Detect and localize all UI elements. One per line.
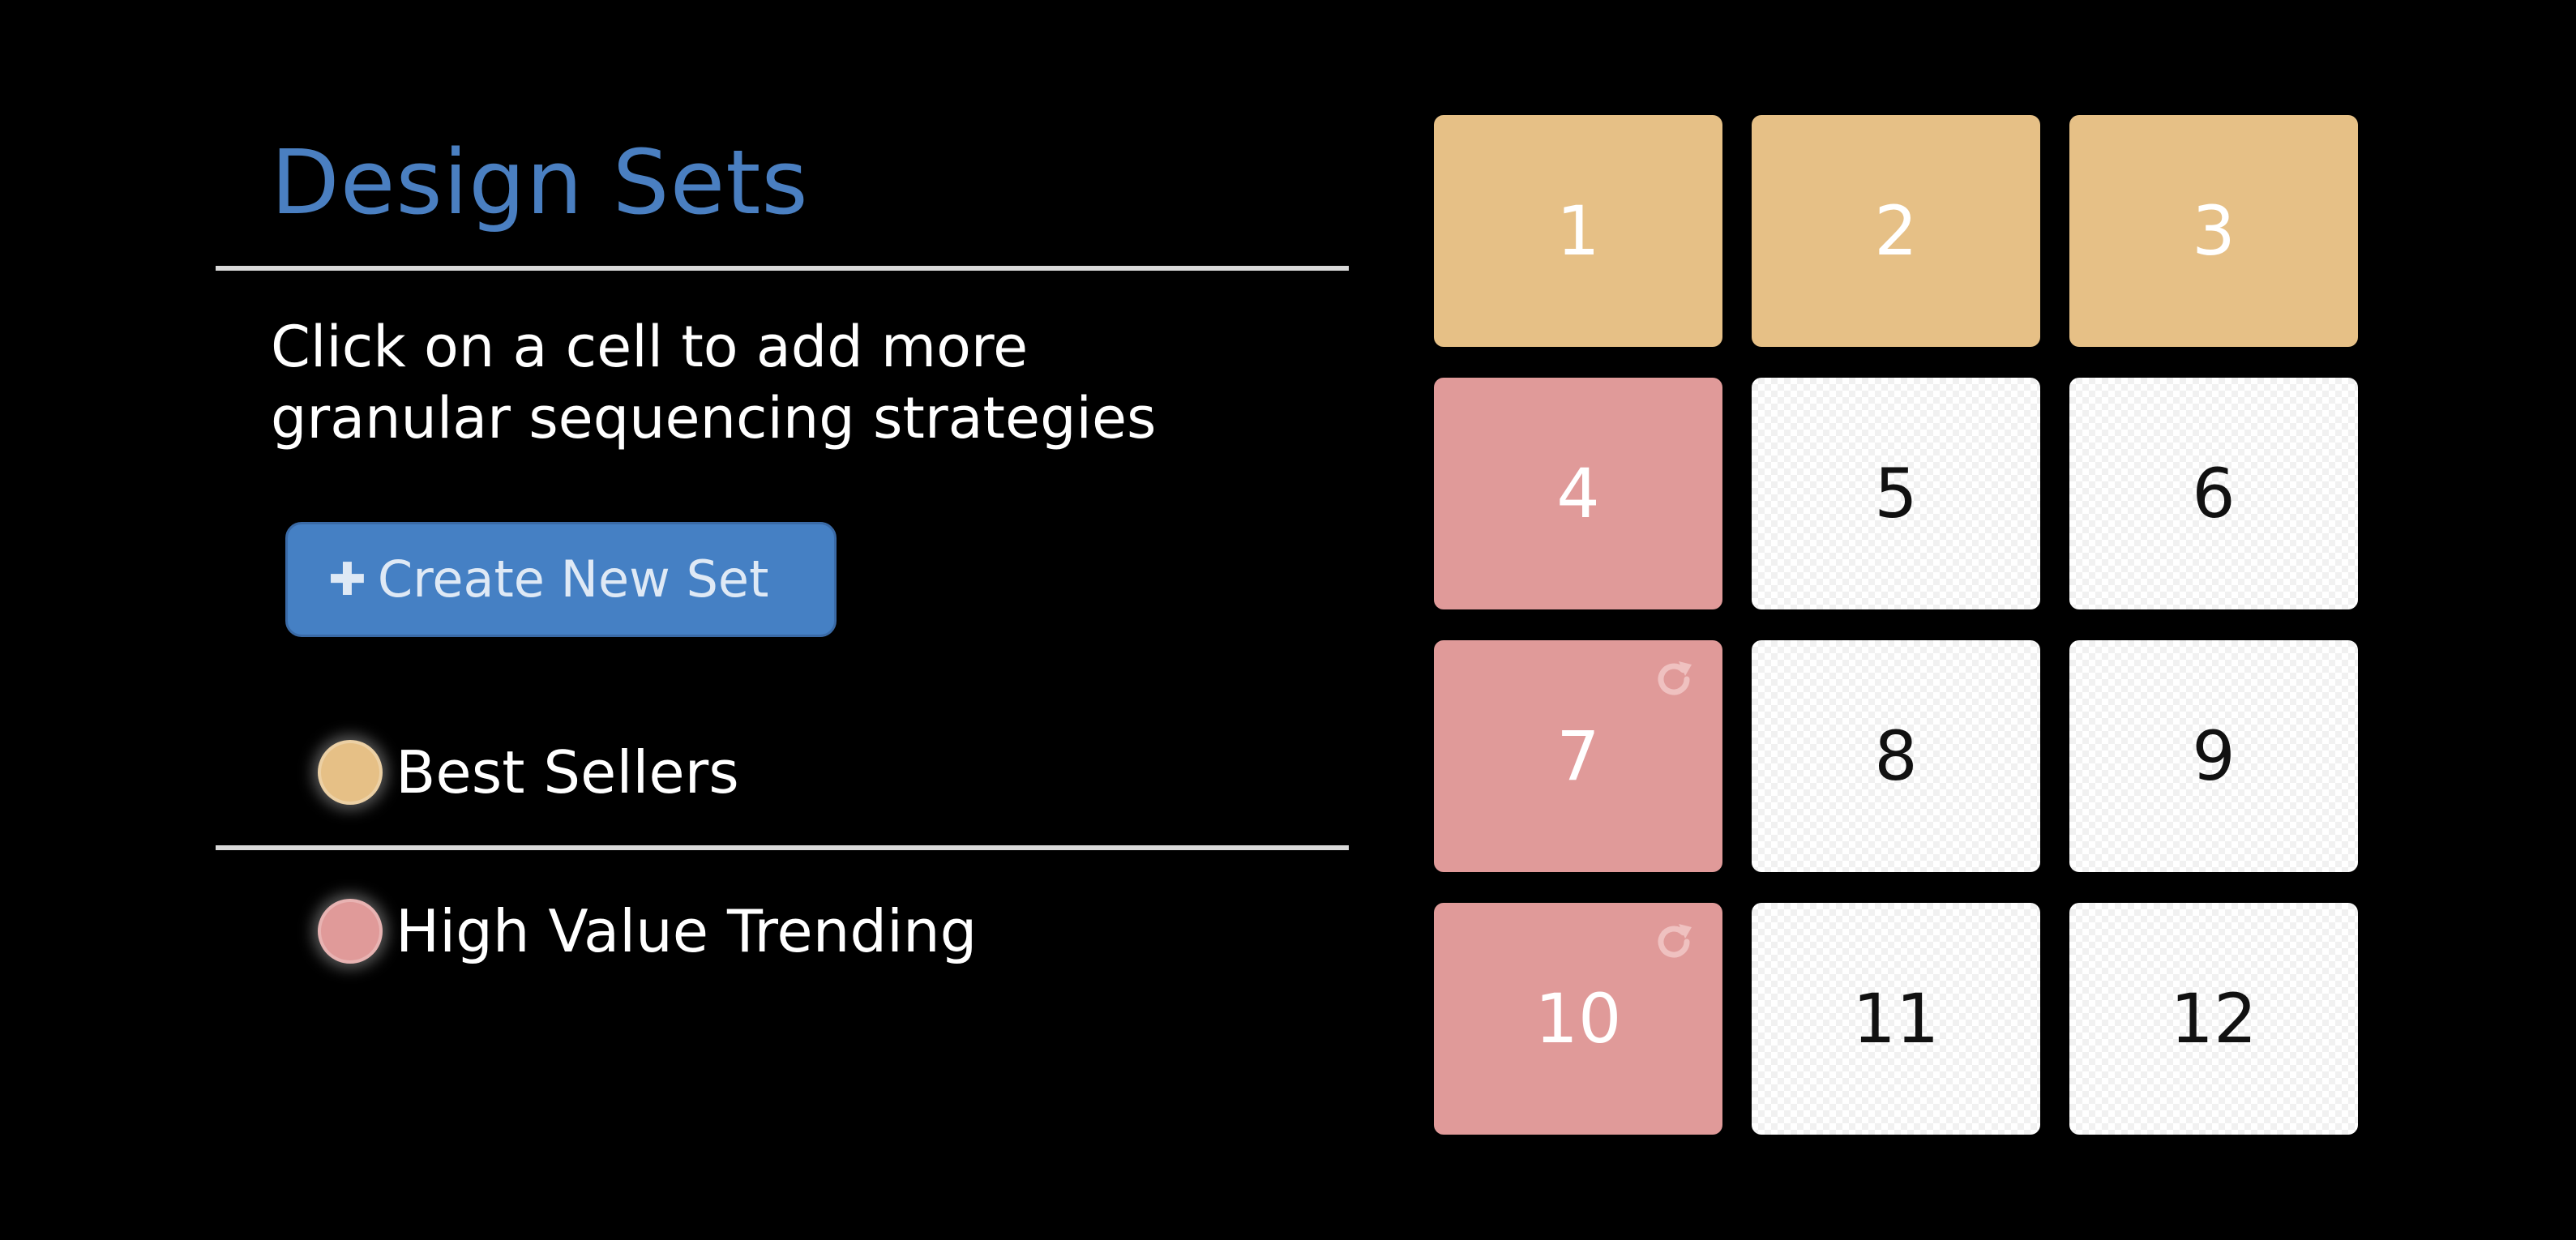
high-value-trending-color-dot — [318, 899, 383, 964]
sequence-grid: 1 2 3 4 5 6 7 8 9 10 11 12 — [1434, 115, 2360, 1136]
instructions-text: Click on a cell to add more granular seq… — [271, 311, 1324, 454]
cell-number: 5 — [1874, 454, 1918, 533]
grid-cell-1[interactable]: 1 — [1434, 115, 1722, 347]
plus-icon: ✚ — [328, 554, 366, 606]
cell-number: 7 — [1556, 716, 1600, 796]
refresh-icon[interactable] — [1650, 917, 1698, 966]
grid-cell-10[interactable]: 10 — [1434, 903, 1722, 1135]
cell-number: 4 — [1556, 454, 1600, 533]
grid-cell-11[interactable]: 11 — [1752, 903, 2040, 1135]
grid-cell-5[interactable]: 5 — [1752, 378, 2040, 609]
cell-number: 2 — [1874, 191, 1918, 271]
grid-cell-7[interactable]: 7 — [1434, 640, 1722, 872]
grid-cell-3[interactable]: 3 — [2069, 115, 2358, 347]
best-sellers-color-dot — [318, 740, 383, 805]
grid-cell-8[interactable]: 8 — [1752, 640, 2040, 872]
grid-cell-4[interactable]: 4 — [1434, 378, 1722, 609]
refresh-icon[interactable] — [1650, 655, 1698, 703]
design-sets-panel: Design Sets Click on a cell to add more … — [216, 130, 1349, 968]
cell-number: 6 — [2192, 454, 2236, 533]
legend-divider — [216, 845, 1349, 850]
cell-number: 8 — [1874, 716, 1918, 796]
legend-label-best-sellers: Best Sellers — [396, 738, 739, 806]
instructions-line-1: Click on a cell to add more — [271, 314, 1029, 380]
grid-cell-2[interactable]: 2 — [1752, 115, 2040, 347]
cell-number: 12 — [2170, 979, 2257, 1058]
create-new-set-label: Create New Set — [377, 549, 769, 609]
cell-number: 11 — [1852, 979, 1940, 1058]
title-divider — [216, 266, 1349, 271]
cell-number: 1 — [1556, 191, 1600, 271]
page-title: Design Sets — [271, 130, 809, 234]
instructions-line-2: granular sequencing strategies — [271, 385, 1157, 451]
cell-number: 10 — [1534, 979, 1622, 1058]
legend-label-high-value-trending: High Value Trending — [396, 897, 978, 965]
cell-number: 3 — [2192, 191, 2236, 271]
cell-number: 9 — [2192, 716, 2236, 796]
grid-cell-6[interactable]: 6 — [2069, 378, 2358, 609]
legend-item-high-value-trending[interactable]: High Value Trending — [318, 895, 977, 968]
create-new-set-button[interactable]: ✚ Create New Set — [285, 522, 837, 637]
grid-cell-12[interactable]: 12 — [2069, 903, 2358, 1135]
grid-cell-9[interactable]: 9 — [2069, 640, 2358, 872]
legend-item-best-sellers[interactable]: Best Sellers — [318, 736, 739, 809]
